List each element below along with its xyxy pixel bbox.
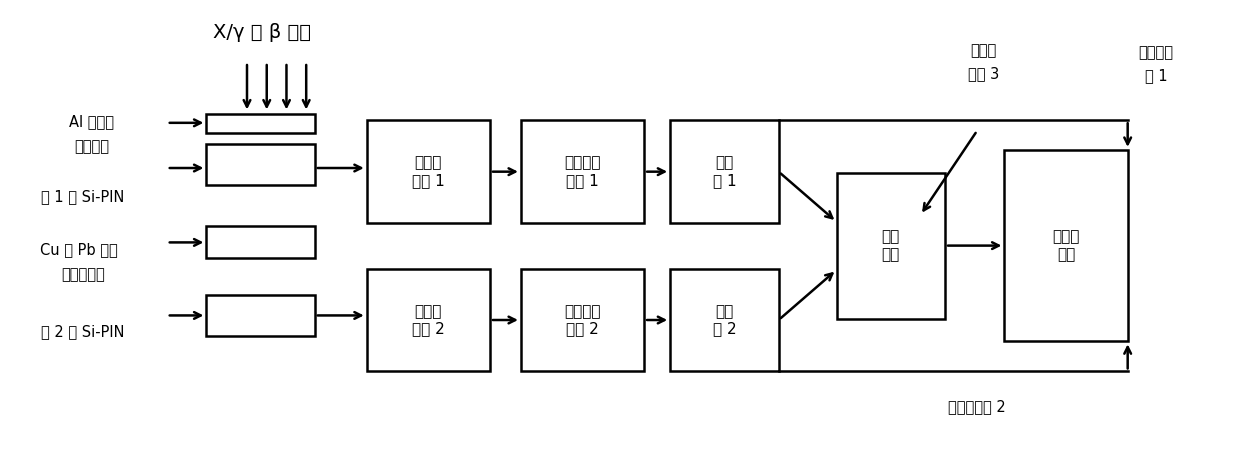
Text: 金属材料: 金属材料	[74, 139, 109, 154]
Bar	[670, 120, 778, 223]
Text: 正比例放
大器 2: 正比例放 大器 2	[564, 304, 601, 336]
Bar	[520, 120, 644, 223]
Text: 通道 3: 通道 3	[968, 66, 999, 81]
Text: 正比例放
大器 1: 正比例放 大器 1	[564, 155, 601, 188]
Text: 第 2 个 Si-PIN: 第 2 个 Si-PIN	[41, 324, 125, 339]
Text: 道 1: 道 1	[1145, 68, 1167, 83]
Text: 符合
电路: 符合 电路	[882, 230, 900, 262]
Text: 钒别
器 2: 钒别 器 2	[712, 304, 736, 336]
Bar	[520, 269, 644, 371]
Bar	[836, 173, 945, 319]
Bar	[367, 269, 489, 371]
Bar	[207, 295, 315, 336]
Bar	[367, 120, 489, 223]
Text: 计数器通道 2: 计数器通道 2	[948, 399, 1006, 414]
Bar	[1005, 150, 1127, 341]
Text: Cu 或 Pb 等第: Cu 或 Pb 等第	[41, 242, 118, 257]
Bar	[207, 114, 315, 133]
Text: 计数器通: 计数器通	[1139, 45, 1173, 61]
Text: 微控制
单元: 微控制 单元	[1052, 230, 1079, 262]
Text: Al 等第一: Al 等第一	[69, 114, 114, 129]
Text: 二金属材料: 二金属材料	[61, 267, 105, 282]
Bar	[670, 269, 778, 371]
Text: 钒别
器 1: 钒别 器 1	[712, 155, 736, 188]
Text: 计数器: 计数器	[970, 43, 996, 58]
Bar	[207, 144, 315, 185]
Text: X/γ 和 β 射线: X/γ 和 β 射线	[213, 23, 311, 42]
Bar	[207, 226, 315, 258]
Text: 第 1 个 Si-PIN: 第 1 个 Si-PIN	[41, 189, 125, 204]
Text: 前置放
大器 2: 前置放 大器 2	[411, 304, 445, 336]
Text: 前置放
大器 1: 前置放 大器 1	[411, 155, 445, 188]
